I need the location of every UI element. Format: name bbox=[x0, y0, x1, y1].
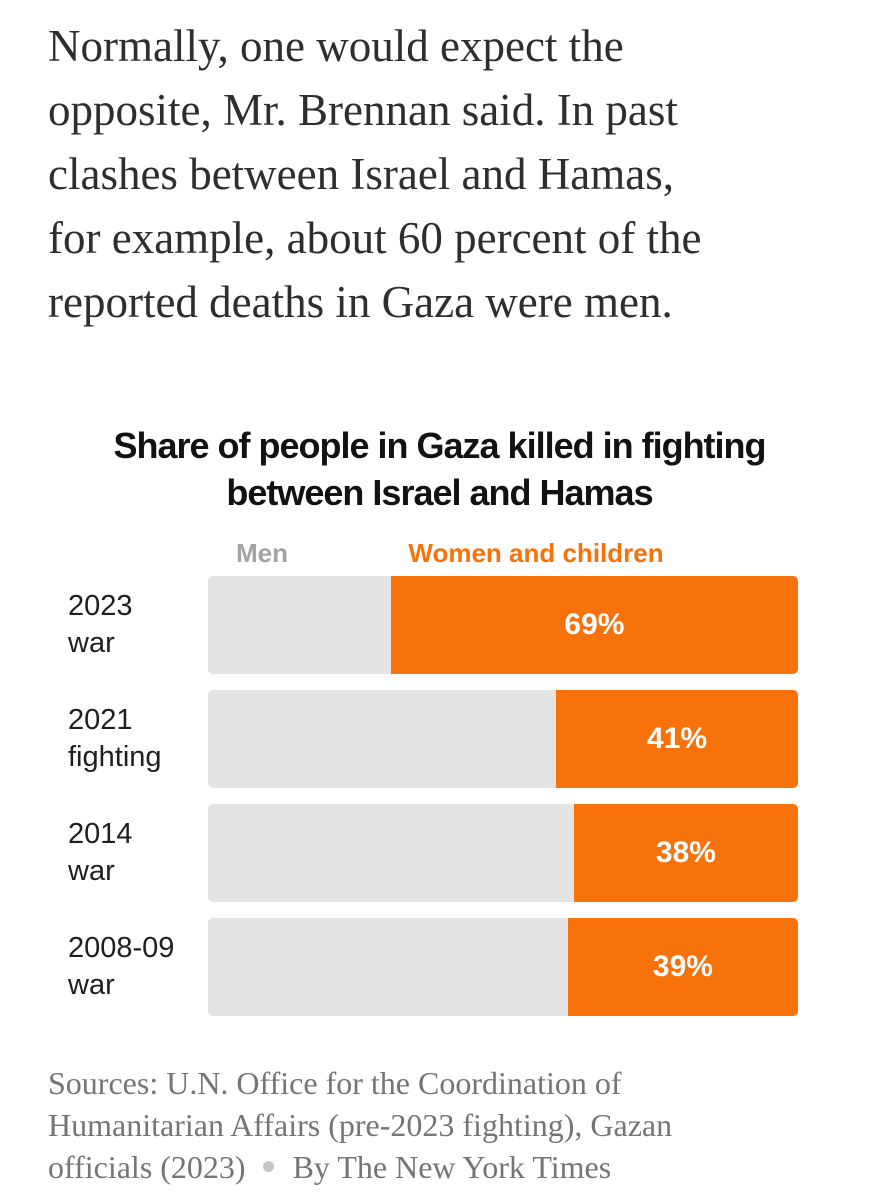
article-paragraph: Normally, one would expect the opposite,… bbox=[0, 0, 879, 334]
row-label: 2014 war bbox=[48, 804, 208, 902]
chart-title-line: Share of people in Gaza killed in fighti… bbox=[113, 425, 766, 466]
chart-footer: Sources: U.N. Office for the Coordinatio… bbox=[48, 1062, 839, 1188]
row-label-line: war bbox=[68, 969, 115, 1001]
stacked-bar: 69% bbox=[208, 576, 798, 674]
legend-label-men: Men bbox=[236, 538, 288, 568]
row-label: 2008-09 war bbox=[48, 918, 208, 1016]
bar-segment-men bbox=[208, 576, 391, 674]
bar-value-label: 41% bbox=[647, 722, 708, 755]
bar-row: 2021 fighting 41% bbox=[48, 690, 798, 788]
bar-segment-women: 69% bbox=[390, 576, 798, 674]
bar-segment-men bbox=[208, 690, 557, 788]
row-label-line: 2021 bbox=[68, 704, 133, 736]
bar-value-label: 39% bbox=[652, 950, 713, 983]
row-label: 2023 war bbox=[48, 576, 208, 674]
dot-separator-icon bbox=[262, 1161, 274, 1173]
paragraph-line: for example, about 60 percent of the bbox=[48, 213, 702, 263]
bar-segment-men bbox=[208, 918, 568, 1016]
row-label: 2021 fighting bbox=[48, 690, 208, 788]
bar-value-label: 69% bbox=[564, 608, 625, 641]
paragraph-line: Normally, one would expect the bbox=[48, 21, 624, 71]
bar-segment-women: 38% bbox=[573, 804, 798, 902]
row-label-line: war bbox=[68, 627, 115, 659]
bar-segment-women: 41% bbox=[556, 690, 798, 788]
legend-label-women: Women and children bbox=[408, 538, 664, 568]
bar-segment-women: 39% bbox=[567, 918, 798, 1016]
byline: By The New York Times bbox=[292, 1149, 612, 1185]
chart-legend: Men Women and children bbox=[208, 538, 798, 568]
row-label-line: fighting bbox=[68, 741, 162, 773]
sources-line: Sources: U.N. Office for the Coordinatio… bbox=[48, 1065, 622, 1101]
row-label-line: 2023 bbox=[68, 590, 133, 622]
stacked-bar: 38% bbox=[208, 804, 798, 902]
sources-line: Humanitarian Affairs (pre-2023 fighting)… bbox=[48, 1107, 673, 1143]
stacked-bar: 39% bbox=[208, 918, 798, 1016]
row-label-line: 2014 bbox=[68, 818, 133, 850]
sources-byline-row: officials (2023) By The New York Times bbox=[48, 1146, 839, 1188]
bar-row: 2023 war 69% bbox=[48, 576, 798, 674]
paragraph-line: opposite, Mr. Brennan said. In past bbox=[48, 85, 678, 135]
row-label-line: war bbox=[68, 855, 115, 887]
sources-line: officials (2023) bbox=[48, 1149, 246, 1185]
bar-row: 2014 war 38% bbox=[48, 804, 798, 902]
chart-title-line: between Israel and Hamas bbox=[226, 472, 653, 513]
bar-row: 2008-09 war 39% bbox=[48, 918, 798, 1016]
bar-segment-men bbox=[208, 804, 574, 902]
bar-value-label: 38% bbox=[655, 836, 716, 869]
paragraph-line: clashes between Israel and Hamas, bbox=[48, 149, 674, 199]
paragraph-line: reported deaths in Gaza were men. bbox=[48, 277, 673, 327]
bar-chart-area: 2023 war 69% 2021 fighting 41% bbox=[48, 576, 798, 1016]
chart-title: Share of people in Gaza killed in fighti… bbox=[0, 422, 879, 516]
row-label-line: 2008-09 bbox=[68, 932, 175, 964]
chart: Share of people in Gaza killed in fighti… bbox=[0, 422, 879, 1016]
stacked-bar: 41% bbox=[208, 690, 798, 788]
